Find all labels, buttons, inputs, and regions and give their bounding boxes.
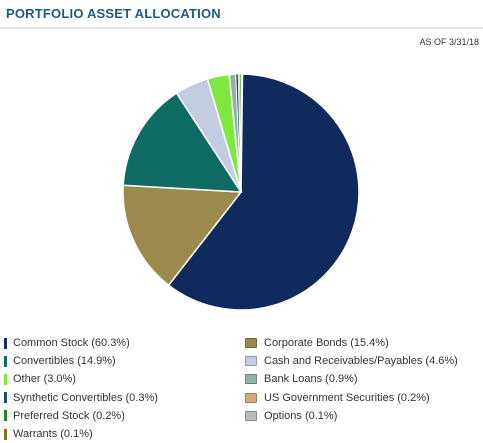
legend-item-convertibles[interactable]: Convertibles (14.9%) <box>0 354 116 368</box>
legend-swatch <box>4 410 7 422</box>
legend-label: Cash and Receivables/Payables (4.6%) <box>264 355 458 368</box>
legend-label: Corporate Bonds (15.4%) <box>264 337 389 349</box>
legend-label: Common Stock (60.3%) <box>13 337 130 349</box>
legend-label: Preferred Stock (0.2%) <box>13 409 125 422</box>
legend-swatch <box>245 392 257 403</box>
legend-item-cash-and-receivables-payables[interactable]: Cash and Receivables/Payables (4.6%) <box>245 354 458 368</box>
legend-label: Convertibles (14.9%) <box>13 355 116 368</box>
legend-item-preferred-stock[interactable]: Preferred Stock (0.2%) <box>0 409 125 423</box>
legend-label: Options (0.1%) <box>264 409 338 422</box>
legend-item-common-stock[interactable]: Common Stock (60.3%) <box>0 336 130 350</box>
legend-label: US Government Securities (0.2%) <box>264 391 430 404</box>
legend-label: Other (3.0%) <box>13 373 76 386</box>
legend-item-options[interactable]: Options (0.1%) <box>245 409 337 423</box>
title-divider <box>0 27 483 29</box>
chart-title: PORTFOLIO ASSET ALLOCATION <box>6 6 221 21</box>
legend-label: Synthetic Convertibles (0.3%) <box>13 391 158 404</box>
legend-item-bank-loans[interactable]: Bank Loans (0.9%) <box>245 372 358 386</box>
chart-legend: Common Stock (60.3%) Convertibles (14.9%)… <box>0 334 483 443</box>
legend-swatch <box>245 338 257 348</box>
pie-slice-warrants[interactable] <box>240 73 243 193</box>
legend-label: Bank Loans (0.9%) <box>264 373 358 386</box>
legend-swatch <box>4 373 7 385</box>
legend-item-other[interactable]: Other (3.0%) <box>0 372 76 386</box>
pie-slice-common-stock[interactable] <box>167 73 360 311</box>
legend-swatch <box>4 355 7 367</box>
legend-item-warrants[interactable]: Warrants (0.1%) <box>0 427 93 441</box>
legend-label: Warrants (0.1%) <box>13 428 93 440</box>
legend-swatch <box>245 356 257 367</box>
legend-item-synthetic-convertibles[interactable]: Synthetic Convertibles (0.3%) <box>0 391 158 405</box>
legend-item-us-government-securities[interactable]: US Government Securities (0.2%) <box>245 391 430 405</box>
legend-swatch <box>4 428 7 440</box>
legend-swatch <box>245 410 257 421</box>
legend-swatch <box>245 374 257 385</box>
legend-item-corporate-bonds[interactable]: Corporate Bonds (15.4%) <box>245 336 389 350</box>
legend-swatch <box>4 392 7 404</box>
pie-slice-convertibles[interactable] <box>122 92 243 193</box>
as-of-date: AS OF 3/31/18 <box>419 37 479 47</box>
legend-swatch <box>4 337 7 349</box>
pie-slice-corporate-bonds[interactable] <box>122 184 243 287</box>
pie-chart <box>122 73 360 311</box>
